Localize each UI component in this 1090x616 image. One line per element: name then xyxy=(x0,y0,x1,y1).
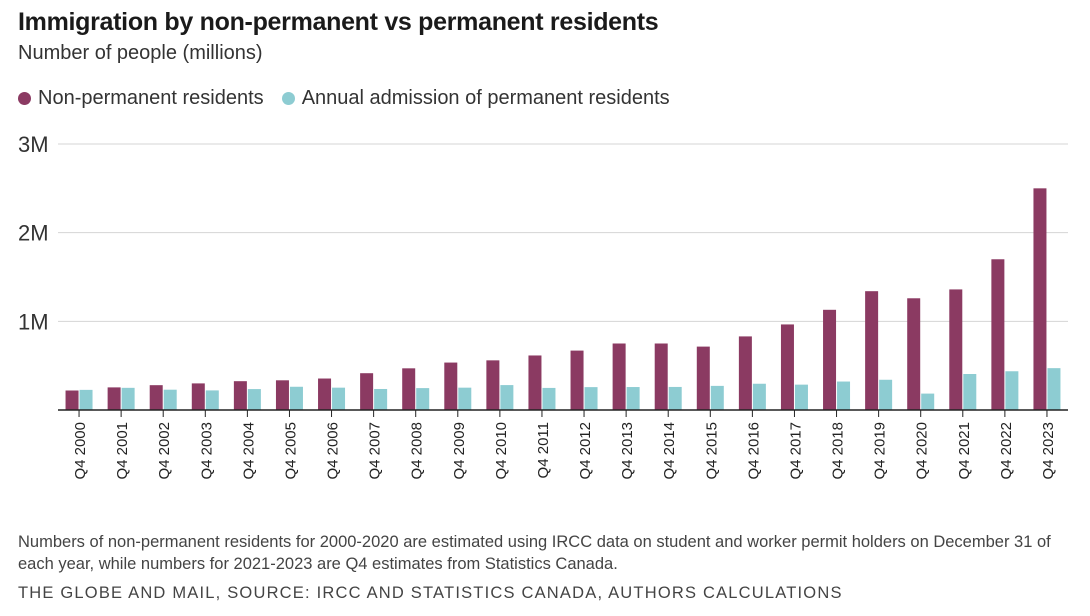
x-tick-label: Q4 2010 xyxy=(493,422,510,480)
x-tick-label: Q4 2007 xyxy=(367,422,384,480)
bar-permanent xyxy=(1047,368,1061,410)
bar-non-permanent xyxy=(696,346,710,410)
bar-non-permanent xyxy=(907,298,921,410)
bar-non-permanent xyxy=(991,259,1005,410)
bars xyxy=(65,188,1061,410)
legend: Non-permanent residents Annual admission… xyxy=(18,87,688,110)
bar-permanent xyxy=(374,388,388,410)
x-tick-label: Q4 2018 xyxy=(830,422,847,480)
bar-permanent xyxy=(752,383,766,410)
x-tick-label: Q4 2021 xyxy=(956,422,973,480)
x-tick-label: Q4 2014 xyxy=(661,422,678,480)
y-tick-label: 2M xyxy=(18,221,49,246)
gridlines xyxy=(58,143,1068,322)
chart-source: THE GLOBE AND MAIL, SOURCE: IRCC AND STA… xyxy=(18,584,843,602)
x-tick-label: Q4 2002 xyxy=(156,422,173,480)
bar-permanent xyxy=(963,374,977,410)
bar-non-permanent xyxy=(107,387,121,410)
x-tick-label: Q4 2019 xyxy=(872,422,889,480)
y-tick-label: 1M xyxy=(18,309,49,334)
bar-permanent xyxy=(879,379,893,410)
x-tick-label: Q4 2001 xyxy=(114,422,131,480)
x-tick-label: Q4 2005 xyxy=(282,422,299,480)
x-tick-label: Q4 2012 xyxy=(577,422,594,480)
bar-non-permanent xyxy=(865,291,879,410)
x-tick-label: Q4 2004 xyxy=(240,422,257,480)
x-tick-label: Q4 2009 xyxy=(451,422,468,480)
bar-permanent xyxy=(710,385,724,410)
bar-permanent xyxy=(163,389,177,410)
bar-non-permanent xyxy=(402,368,416,410)
bar-non-permanent xyxy=(65,390,79,410)
bar-permanent xyxy=(794,384,808,410)
bar-non-permanent xyxy=(275,380,289,410)
legend-label-permanent: Annual admission of permanent residents xyxy=(301,87,670,109)
bar-permanent xyxy=(1005,371,1019,410)
bar-non-permanent xyxy=(318,378,332,410)
bar-non-permanent xyxy=(191,383,205,410)
bar-permanent xyxy=(416,388,430,410)
x-tick-label: Q4 2003 xyxy=(198,422,215,480)
x-tick-label: Q4 2022 xyxy=(998,422,1015,480)
bar-non-permanent xyxy=(949,289,963,410)
bar-permanent xyxy=(332,387,346,410)
x-tick-label: Q4 2013 xyxy=(619,422,636,480)
bar-non-permanent xyxy=(360,373,374,410)
bar-permanent xyxy=(542,387,556,410)
bar-permanent xyxy=(79,389,93,410)
chart-note: Numbers of non-permanent residents for 2… xyxy=(18,533,1051,573)
bar-permanent xyxy=(921,393,935,410)
legend-item-non-permanent: Non-permanent residents xyxy=(18,87,264,110)
bar-permanent xyxy=(626,387,640,410)
legend-swatch-permanent xyxy=(281,92,295,105)
axes: 1M 2M 3M Q4 2000 Q4 2001 Q4 2002 Q4 2003 Q4 200… xyxy=(18,132,1068,480)
bar-permanent xyxy=(584,387,598,410)
bar-non-permanent xyxy=(612,343,626,410)
bar-permanent xyxy=(289,386,303,410)
bar-non-permanent xyxy=(823,309,837,410)
chart-title: Immigration by non-permanent vs permanen… xyxy=(18,8,659,36)
bar-non-permanent xyxy=(1033,188,1047,410)
bar-non-permanent xyxy=(570,350,584,410)
x-tick-label: Q4 2006 xyxy=(325,422,342,480)
x-tick-label: Q4 2000 xyxy=(72,422,89,480)
x-tick-label: Q4 2011 xyxy=(535,422,552,478)
y-tick-label: 3M xyxy=(18,132,49,157)
bar-non-permanent xyxy=(233,381,247,410)
x-tick-label: Q4 2017 xyxy=(787,422,804,480)
bar-non-permanent xyxy=(149,385,163,410)
x-tick-label: Q4 2016 xyxy=(745,422,762,480)
bar-permanent xyxy=(668,386,682,410)
legend-swatch-non-permanent xyxy=(18,92,31,105)
bar-non-permanent xyxy=(738,336,752,410)
bar-non-permanent xyxy=(654,343,668,410)
bar-permanent xyxy=(205,390,219,410)
bar-permanent xyxy=(121,387,135,410)
x-tick-label: Q4 2008 xyxy=(409,422,426,480)
x-tick-label: Q4 2020 xyxy=(914,422,931,480)
legend-item-permanent: Annual admission of permanent residents xyxy=(281,87,670,110)
x-tick-label: Q4 2015 xyxy=(703,422,720,480)
bar-non-permanent xyxy=(780,324,794,410)
bar-permanent xyxy=(500,385,514,410)
x-tick-label: Q4 2023 xyxy=(1040,422,1057,480)
bar-non-permanent xyxy=(486,360,500,410)
chart-subtitle: Number of people (millions) xyxy=(18,42,263,64)
legend-label-non-permanent: Non-permanent residents xyxy=(38,87,264,109)
bar-permanent xyxy=(837,381,851,410)
bar-non-permanent xyxy=(444,362,458,410)
bar-non-permanent xyxy=(528,355,542,410)
bar-permanent xyxy=(458,387,472,410)
bar-permanent xyxy=(247,389,261,410)
